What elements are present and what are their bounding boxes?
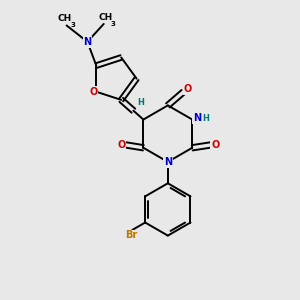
Text: O: O: [184, 84, 192, 94]
Text: 3: 3: [71, 22, 76, 28]
Text: O: O: [211, 140, 219, 150]
Text: Br: Br: [126, 230, 138, 240]
Text: O: O: [89, 87, 98, 97]
Text: O: O: [117, 140, 125, 150]
Text: CH: CH: [58, 14, 72, 23]
Text: H: H: [202, 113, 209, 122]
Text: N: N: [193, 113, 201, 123]
Text: 3: 3: [111, 21, 116, 27]
Text: CH: CH: [98, 13, 112, 22]
Text: N: N: [164, 157, 172, 167]
Text: H: H: [137, 98, 144, 107]
Text: N: N: [83, 37, 92, 47]
